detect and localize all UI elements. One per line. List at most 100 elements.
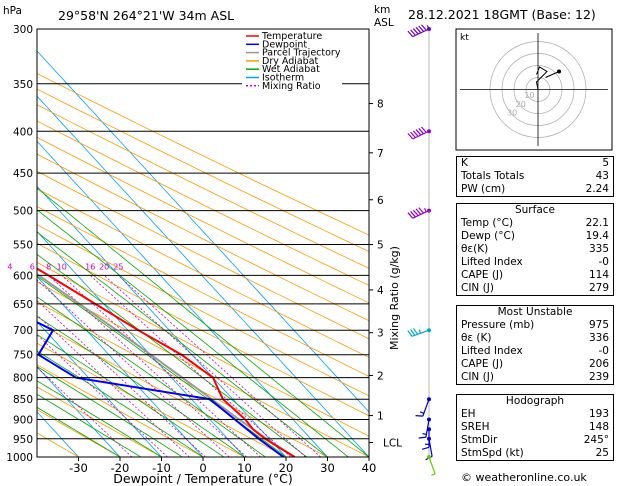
mixing-ratio-label: 10 xyxy=(57,262,67,271)
wind-barb-flag xyxy=(412,28,419,35)
dry-adiabat-line xyxy=(37,364,204,457)
wind-barb xyxy=(427,455,436,476)
dry-adiabat-line xyxy=(37,409,121,457)
lcl-label: LCL xyxy=(383,437,402,449)
info-value: 193 xyxy=(588,408,609,420)
pressure-tick-label: 800 xyxy=(13,373,33,385)
dewpoint-line xyxy=(37,321,285,457)
info-value: 245° xyxy=(583,434,609,446)
info-label: CIN (J) xyxy=(461,282,494,294)
mixing-ratio-label: 4 xyxy=(7,262,12,271)
wet-adiabat-line xyxy=(37,380,162,457)
hodograph-title: Hodograph xyxy=(505,395,565,407)
wind-barb-dot xyxy=(427,208,431,213)
isotherm-line xyxy=(37,366,121,457)
wet-adiabat-line xyxy=(37,350,204,457)
hodograph-storm-point xyxy=(557,69,561,74)
dry-adiabat-line xyxy=(37,301,328,457)
wind-barb xyxy=(407,207,431,219)
wind-barb-staff xyxy=(422,399,430,417)
wet-adiabat-line xyxy=(37,393,142,457)
info-row: θε (K) 336 xyxy=(457,332,613,345)
info-value: 336 xyxy=(588,332,609,344)
chart-datetime: 28.12.2021 18GMT (Base: 12) xyxy=(408,7,596,22)
pressure-tick-label: 550 xyxy=(13,239,33,251)
x-axis-title: Dewpoint / Temperature (°C) xyxy=(113,471,292,486)
temperature-tick-label: -30 xyxy=(69,461,88,475)
indices-panel: K 5 Totals Totals 43 PW (cm) 2.24 xyxy=(456,156,614,197)
mixing-ratio-line xyxy=(89,275,291,457)
pressure-tick-label: 600 xyxy=(13,270,33,282)
wind-barb-flag xyxy=(418,25,425,32)
info-row: StmDir 245° xyxy=(457,434,613,447)
isotherm-line xyxy=(37,140,328,457)
km-tick-label: 7 xyxy=(377,148,384,160)
temperature-tick-label: 10 xyxy=(237,461,252,475)
wind-barb-flag xyxy=(415,208,422,215)
info-value: 975 xyxy=(588,319,609,331)
wind-barb-flag xyxy=(412,209,419,217)
wet-adiabat-line xyxy=(37,406,121,457)
wet-adiabat-line xyxy=(37,231,328,457)
hodograph-trace xyxy=(535,66,548,90)
wind-barb xyxy=(407,126,431,140)
wind-barb xyxy=(407,24,431,38)
info-label: StmDir xyxy=(461,434,498,446)
pressure-tick-label: 900 xyxy=(13,415,33,427)
km-label: km xyxy=(374,4,390,16)
info-label: CIN (J) xyxy=(461,371,494,383)
km-tick-label: 2 xyxy=(377,370,384,382)
info-value: 206 xyxy=(588,358,609,370)
info-row: Pressure (mb) 975 xyxy=(457,319,613,332)
dry-adiabat-line xyxy=(37,432,79,457)
parcel-trajectory-line xyxy=(37,272,296,457)
wind-barb-dot xyxy=(427,328,431,333)
temperature-tick-label: 30 xyxy=(320,461,335,475)
hodograph-ring-label: 30 xyxy=(507,108,517,117)
info-row: θε(K) 335 xyxy=(457,243,613,256)
info-value: -0 xyxy=(598,256,609,268)
copyright-footer: © weatheronline.co.uk xyxy=(461,471,587,484)
info-label: Pressure (mb) xyxy=(461,319,535,331)
dry-adiabat-line xyxy=(37,73,369,236)
wind-barb-flag xyxy=(412,130,419,137)
isotherm-line xyxy=(37,411,79,457)
legend-label: Isotherm xyxy=(262,73,304,84)
info-value: 114 xyxy=(588,269,609,281)
info-row: Totals Totals 43 xyxy=(457,170,613,183)
km-tick-label: 1 xyxy=(377,411,384,423)
info-label: StmSpd (kt) xyxy=(461,447,524,459)
temperature-tick-label: -20 xyxy=(111,461,130,475)
info-label: SREH xyxy=(461,421,490,433)
pressure-tick-label: 850 xyxy=(13,394,33,406)
dry-adiabat-line xyxy=(37,342,245,457)
mixing-ratio-line xyxy=(103,275,306,457)
wet-adiabat-line xyxy=(37,334,225,457)
info-label: PW (cm) xyxy=(461,183,506,195)
temperature-tick-label: 20 xyxy=(279,461,294,475)
most-unstable-panel: Most Unstable Pressure (mb) 975 θε (K) 336 L… xyxy=(456,305,614,385)
info-row: CIN (J) 239 xyxy=(457,371,613,384)
pressure-tick-label: 350 xyxy=(13,79,33,91)
info-value: -0 xyxy=(598,345,609,357)
wind-barb-dot xyxy=(427,397,431,402)
hodograph-info-panel: Hodograph EH 193 SREH 148 StmDir 245° StmSpd (… xyxy=(456,394,614,461)
info-label: θε (K) xyxy=(461,332,492,344)
wind-barb-dot xyxy=(427,27,431,31)
info-row: Dewp (°C) 19.4 xyxy=(457,230,613,243)
wind-barb-flag xyxy=(421,446,430,450)
info-row: SREH 148 xyxy=(457,421,613,434)
temperature-tick-label: -10 xyxy=(152,461,171,475)
wet-adiabat-line xyxy=(37,187,369,457)
info-value: 25 xyxy=(595,447,609,459)
pressure-tick-label: 750 xyxy=(13,350,33,362)
wind-barb-flag xyxy=(415,129,422,136)
wind-barb-flag xyxy=(407,212,414,219)
info-row: CAPE (J) 114 xyxy=(457,269,613,282)
legend-label: Mixing Ratio xyxy=(262,81,321,92)
dry-adiabat-line xyxy=(37,321,287,457)
legend-label: Temperature xyxy=(261,31,322,42)
wind-barb-dot xyxy=(427,455,431,459)
